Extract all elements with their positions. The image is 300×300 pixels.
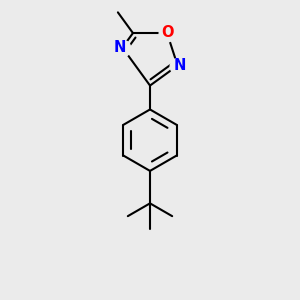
Text: N: N (114, 40, 126, 55)
Text: O: O (162, 25, 174, 40)
Text: N: N (174, 58, 186, 73)
